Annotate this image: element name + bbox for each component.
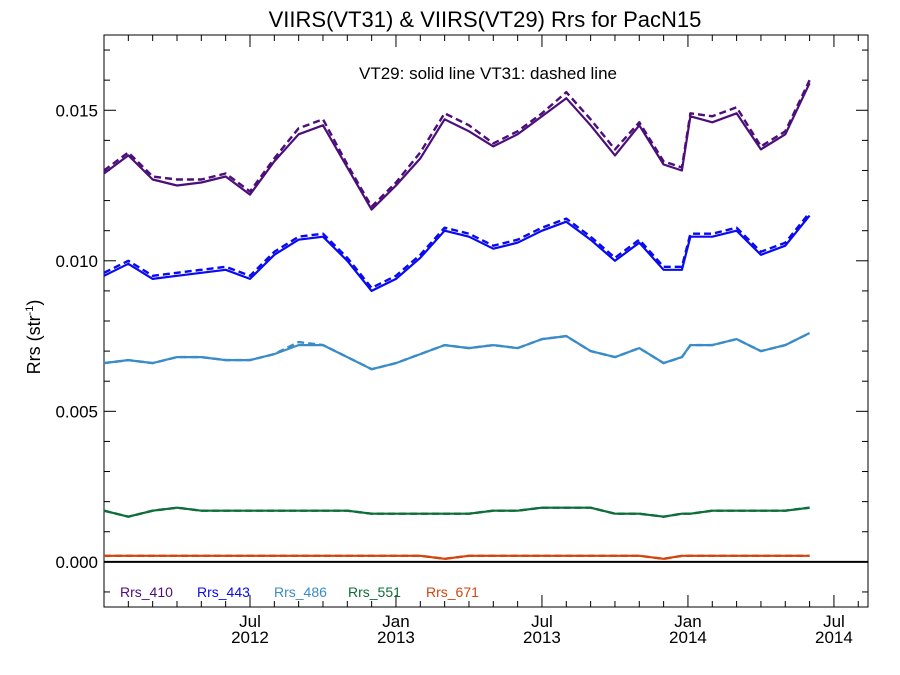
y-tick-label: 0.005 <box>55 402 98 421</box>
line-style-annotation: VT29: solid line VT31: dashed line <box>359 64 617 83</box>
chart-title: VIIRS(VT31) & VIIRS(VT29) Rrs for PacN15 <box>269 7 702 32</box>
legend-label: Rrs_671 <box>426 584 479 600</box>
y-axis-label: Rrs (str-1) <box>24 300 44 375</box>
y-axis-label-close: ) <box>24 300 44 306</box>
x-tick-month: Jul <box>823 612 845 631</box>
legend-label: Rrs_410 <box>120 584 173 600</box>
series-line-rrs-410-vt31 <box>103 79 811 208</box>
x-tick-year: 2014 <box>815 628 853 647</box>
x-tick-year: 2013 <box>523 628 561 647</box>
y-axis-label-main: Rrs (str <box>24 315 44 374</box>
x-tick-month: Jan <box>382 612 409 631</box>
y-tick-label: 0.000 <box>55 553 98 572</box>
legend-label: Rrs_551 <box>348 584 401 600</box>
legend-label: Rrs_486 <box>274 584 327 600</box>
x-tick-year: 2012 <box>231 628 269 647</box>
legend-label: Rrs_443 <box>197 584 250 600</box>
series-line-rrs-671-vt29 <box>104 554 810 560</box>
x-tick-month: Jul <box>239 612 261 631</box>
series-line-rrs-486-vt29 <box>103 332 811 371</box>
series-line-rrs-410-vt29 <box>103 82 811 211</box>
y-tick-label: 0.010 <box>55 252 98 271</box>
series-line-rrs-443-vt31 <box>103 211 811 290</box>
y-axis-label-sup: -1 <box>24 306 36 316</box>
x-tick-month: Jan <box>674 612 701 631</box>
x-tick-year: 2013 <box>377 628 415 647</box>
series-line-rrs-443-vt29 <box>103 214 811 292</box>
series-line-rrs-486-vt31 <box>103 331 811 371</box>
y-tick-label: 0.015 <box>55 101 98 120</box>
x-tick-month: Jul <box>531 612 553 631</box>
series-line-rrs-551-vt29 <box>103 506 810 518</box>
plot-frame <box>103 34 869 608</box>
x-tick-year: 2014 <box>669 628 707 647</box>
plot-area: 0.0000.0050.0100.015Jul2012Jan2013Jul201… <box>55 34 869 647</box>
